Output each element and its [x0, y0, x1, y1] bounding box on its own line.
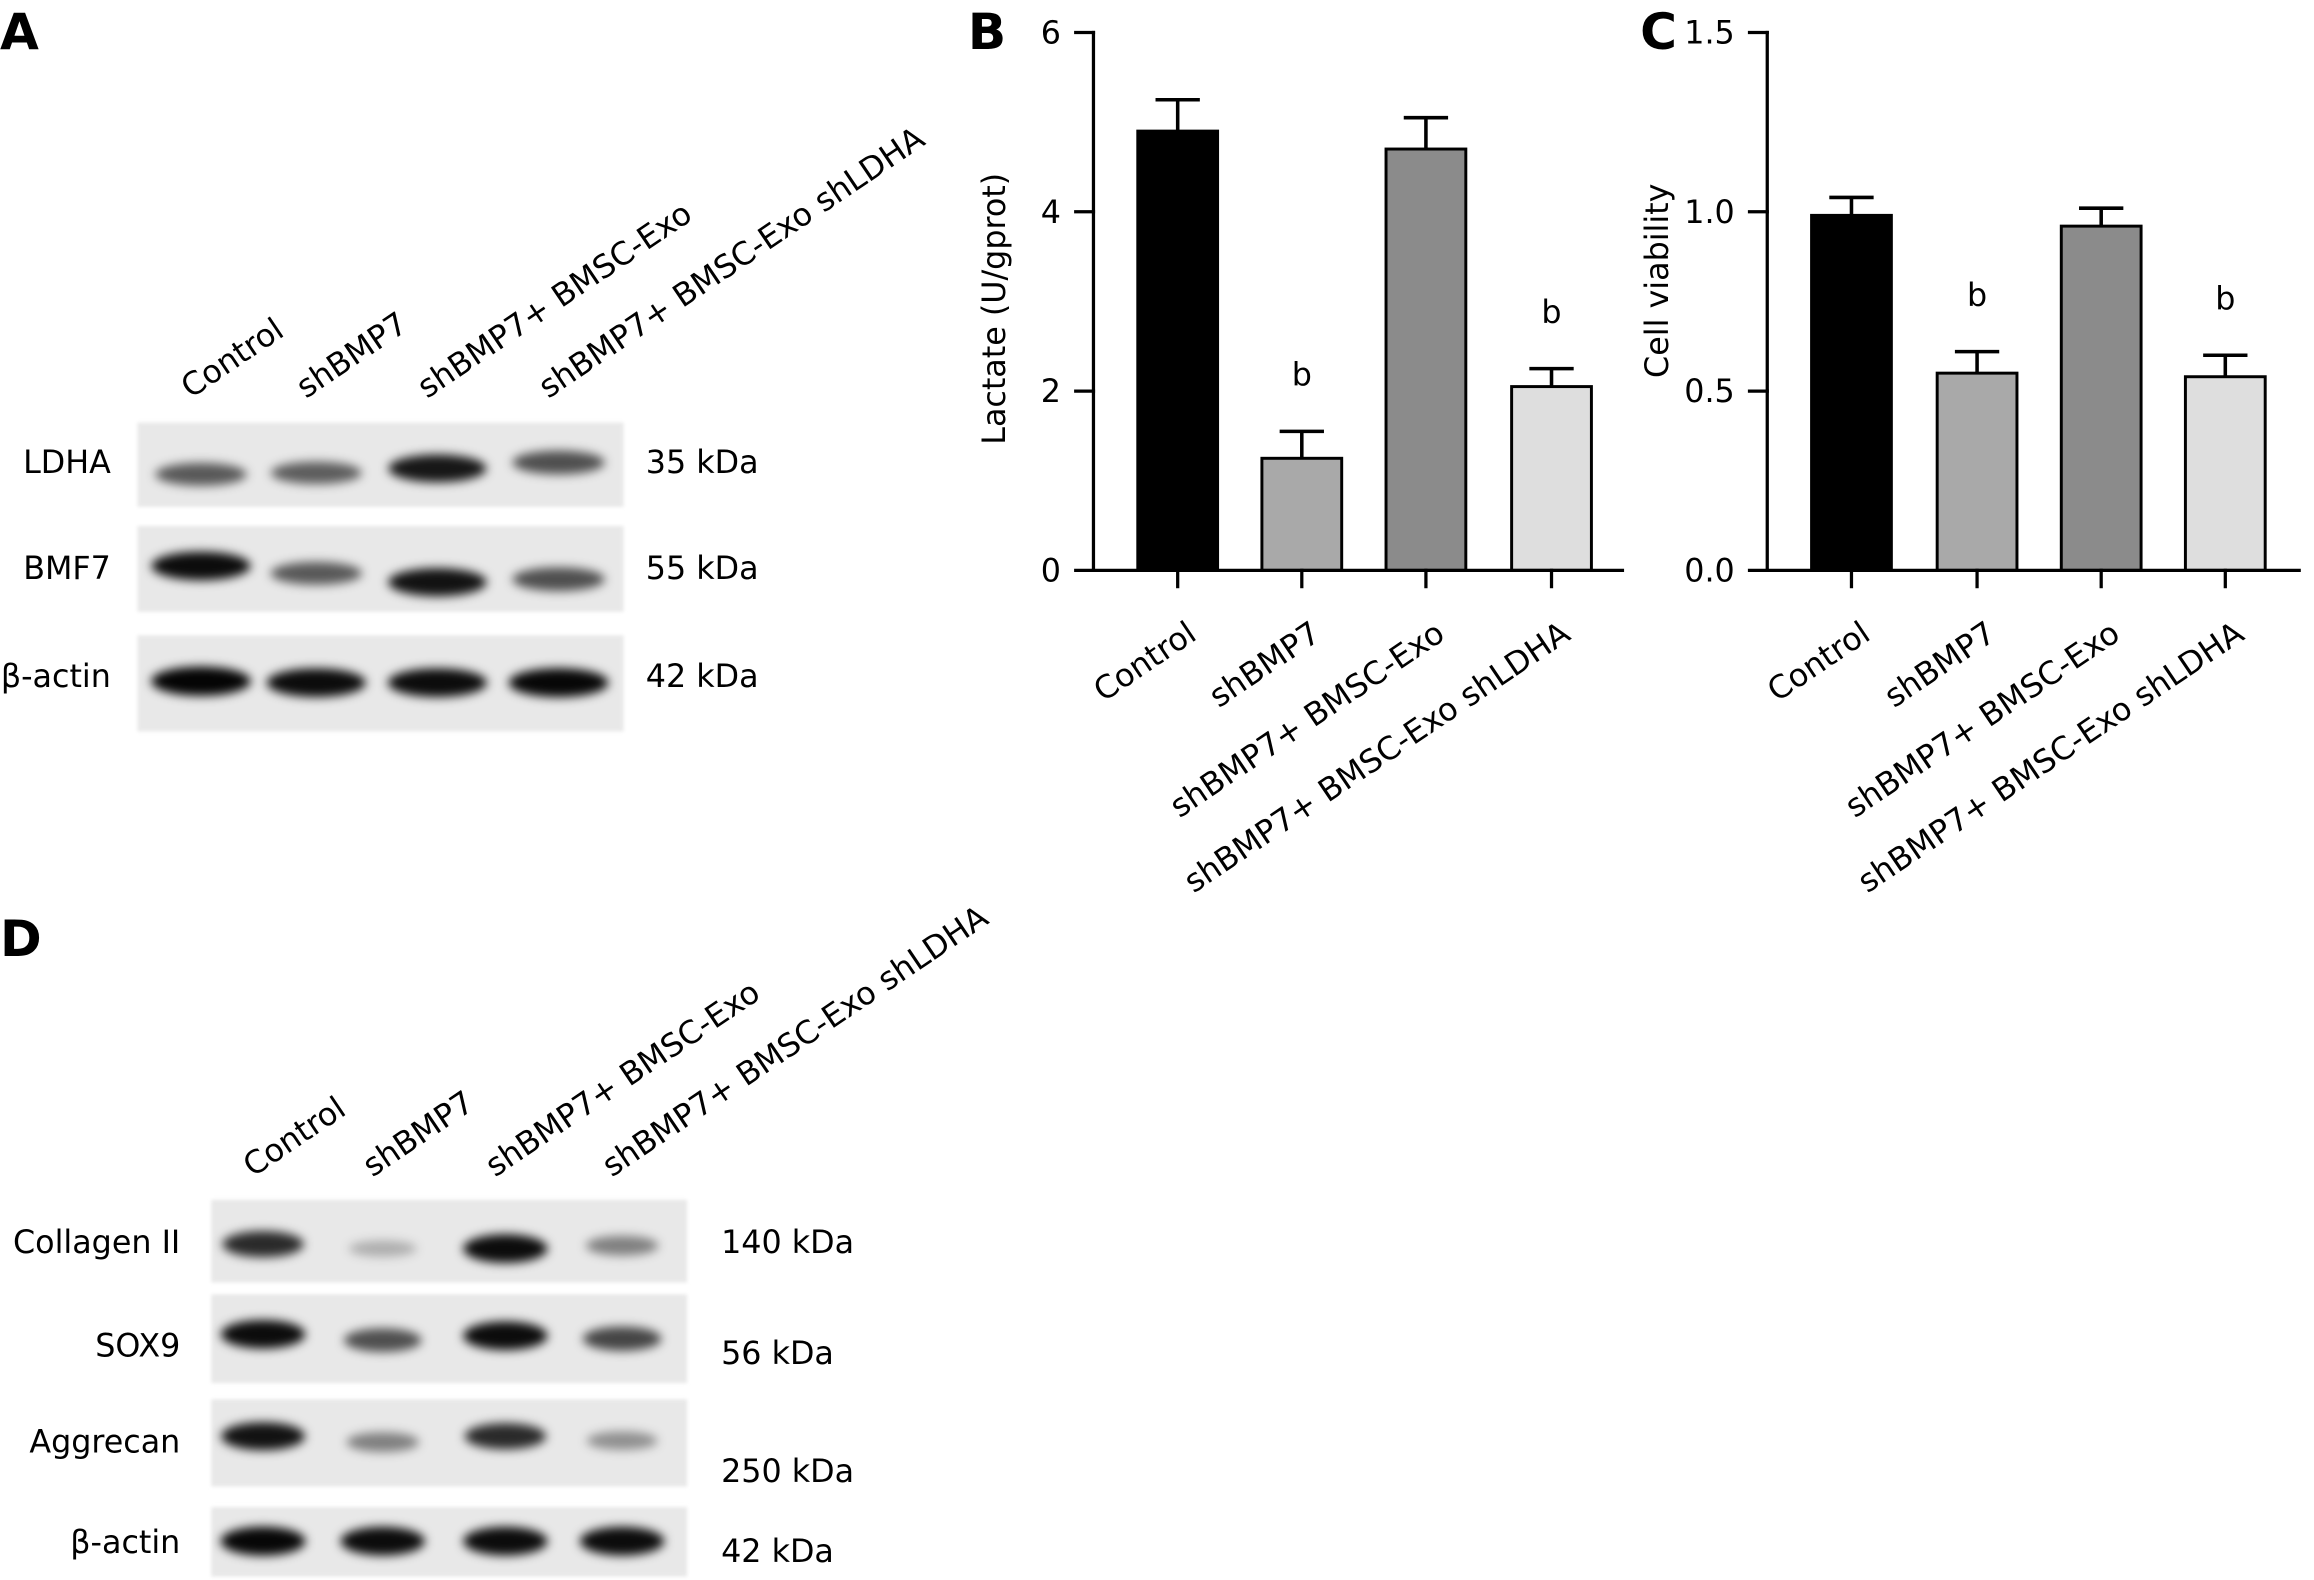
x-tick-label-control: Control [1761, 615, 1876, 709]
protein-band [346, 1432, 420, 1453]
significance-label: b [1541, 295, 1561, 331]
significance-label: b [1292, 358, 1312, 394]
protein-band [270, 561, 363, 585]
protein-band [220, 1526, 306, 1556]
bar-control [1810, 213, 1893, 572]
y-tick-label: 1.5 [1684, 16, 1735, 52]
bar-shbmp7 [1935, 371, 2019, 572]
blot-row-sox9: SOX9 56 kDa [95, 1294, 834, 1384]
bar-shbmp7 [1260, 456, 1344, 572]
bar-control [1136, 129, 1220, 572]
y-tick-label: 2 [1041, 374, 1061, 410]
protein-band [388, 568, 487, 597]
panel-letter-c: C [1640, 2, 1677, 61]
protein-band [463, 1526, 548, 1556]
protein-band [221, 1422, 306, 1451]
molecular-weight-label: 56 kDa [721, 1336, 834, 1372]
blot-row-bmf7: BMF7 55 kDa [23, 526, 759, 612]
y-tick-label: 6 [1041, 16, 1061, 52]
blot-row-collagen-ii: Collagen II 140 kDa [13, 1199, 854, 1283]
protein-band [270, 461, 362, 485]
protein-band [508, 668, 609, 698]
significance-label: b [2215, 281, 2235, 317]
bar-shbmp7-bmsc-exo [1384, 147, 1468, 572]
x-tick-label-control: Control [1088, 615, 1203, 709]
protein-band [463, 1321, 548, 1351]
protein-band [387, 668, 488, 697]
protein-label: BMF7 [23, 551, 111, 587]
protein-band [155, 462, 247, 486]
significance-label: b [1967, 278, 1987, 314]
panel-letter-a: A [0, 2, 39, 61]
protein-band [582, 1326, 662, 1351]
molecular-weight-label: 250 kDa [721, 1454, 854, 1490]
bar-series [1136, 97, 1593, 572]
blot-row-aggrecan: Aggrecan 250 kDa [29, 1399, 854, 1490]
protein-band [512, 567, 605, 592]
y-tick-label: 1.0 [1684, 195, 1735, 231]
protein-label: Collagen II [13, 1225, 180, 1261]
protein-band [586, 1431, 658, 1450]
molecular-weight-label: 42 kDa [721, 1534, 834, 1570]
lane-label-control: Control [237, 1090, 352, 1184]
protein-band [388, 454, 487, 483]
panel-letter-b: B [968, 2, 1006, 61]
protein-band [579, 1526, 665, 1556]
molecular-weight-label: 35 kDa [646, 445, 759, 481]
bar-shbmp7-bmsc-exo-shldha [1510, 385, 1593, 572]
protein-band [464, 1423, 547, 1450]
blot-row-ldha: LDHA 35 kDa [23, 422, 759, 507]
protein-band [463, 1234, 548, 1263]
y-tick-label: 0 [1041, 553, 1061, 589]
molecular-weight-label: 55 kDa [646, 551, 759, 587]
y-tick-label: 4 [1041, 195, 1061, 231]
protein-band [266, 668, 366, 697]
protein-band [585, 1235, 659, 1256]
lane-label-shbmp7: shBMP7 [290, 306, 414, 406]
bar-shbmp7-bmsc-exo [2059, 224, 2143, 572]
y-tick-label: 0.5 [1684, 374, 1735, 410]
lane-label-shbmp7: shBMP7 [357, 1084, 481, 1184]
protein-band [222, 1230, 304, 1258]
molecular-weight-label: 140 kDa [721, 1225, 854, 1261]
y-tick-label: 0.0 [1684, 553, 1735, 589]
protein-band [512, 450, 605, 475]
molecular-weight-label: 42 kDa [646, 659, 759, 695]
y-axis-label: Lactate (U/gprot) [977, 173, 1013, 445]
protein-band [220, 1319, 306, 1349]
protein-label: LDHA [23, 445, 111, 481]
bar-series [1810, 195, 2267, 572]
y-axis-label: Cell viability [1640, 184, 1676, 378]
lane-label-control: Control [175, 312, 290, 406]
protein-band [151, 551, 251, 581]
protein-label: β-actin [1, 659, 111, 695]
blot-row-beta-actin: β-actin 42 kDa [1, 635, 759, 732]
protein-band [348, 1240, 417, 1257]
protein-label: β-actin [70, 1525, 180, 1561]
protein-band [151, 666, 251, 696]
protein-label: Aggrecan [29, 1424, 180, 1460]
protein-band [340, 1526, 425, 1556]
protein-band [343, 1328, 422, 1353]
bar-shbmp7-bmsc-exo-shldha [2183, 375, 2267, 572]
protein-label: SOX9 [95, 1328, 180, 1364]
blot-row-beta-actin: β-actin 42 kDa [70, 1507, 834, 1577]
panel-letter-d: D [0, 909, 42, 968]
